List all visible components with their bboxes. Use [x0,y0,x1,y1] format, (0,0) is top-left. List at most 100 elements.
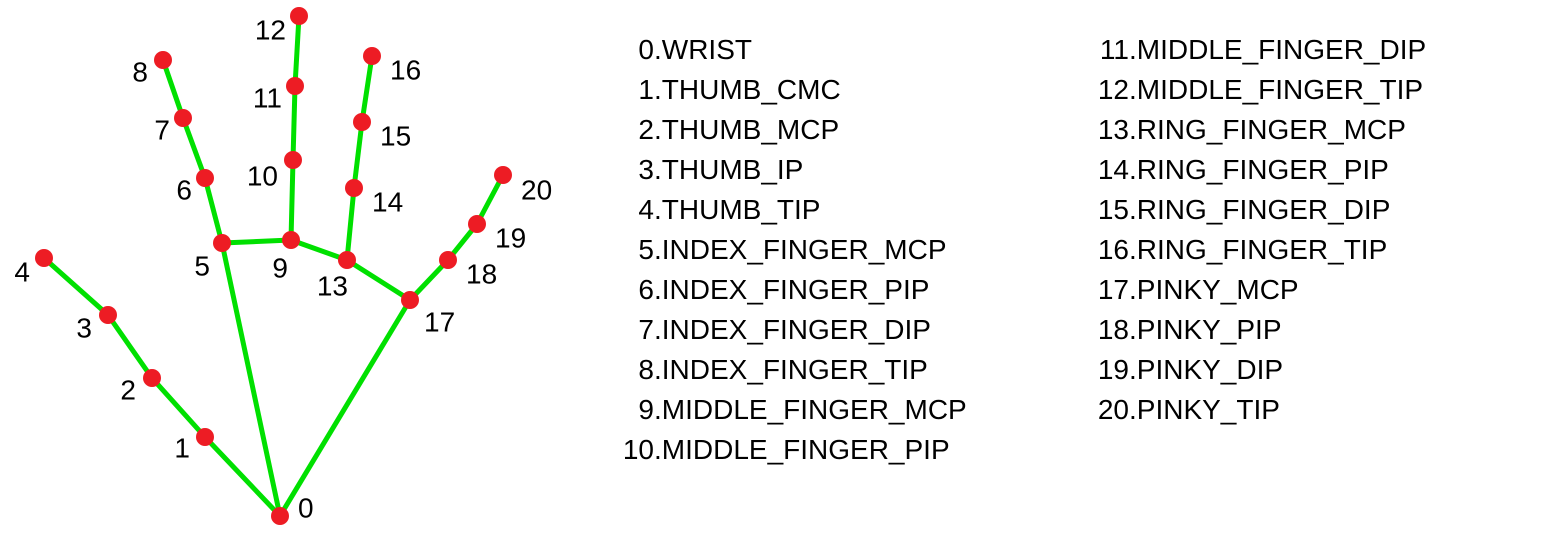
legend-item: 6. INDEX_FINGER_PIP [610,276,967,316]
legend-item-number: 17 [1085,276,1129,304]
node-label: 5 [194,250,210,281]
legend-column: 11. MIDDLE_FINGER_DIP12. MIDDLE_FINGER_T… [1085,36,1426,436]
landmark-node [338,251,356,269]
node-label: 7 [154,114,170,145]
legend-item-sep: . [1129,316,1137,344]
node-label: 20 [521,174,552,205]
node-label: 13 [317,270,348,301]
legend-item: 12. MIDDLE_FINGER_TIP [1085,76,1426,116]
legend-item: 14. RING_FINGER_PIP [1085,156,1426,196]
node-label: 16 [390,54,421,85]
legend-item-number: 12 [1085,76,1129,104]
legend-item-sep: . [654,316,662,344]
legend-item: 11. MIDDLE_FINGER_DIP [1085,36,1426,76]
node-label: 2 [120,374,136,405]
landmark-node [143,369,161,387]
legend-item: 17. PINKY_MCP [1085,276,1426,316]
landmark-node [271,507,289,525]
legend-item: 7. INDEX_FINGER_DIP [610,316,967,356]
legend-item: 8. INDEX_FINGER_TIP [610,356,967,396]
node-label: 15 [380,120,411,151]
landmark-node [196,428,214,446]
legend-item-sep: . [1129,36,1137,64]
legend-item-label: MIDDLE_FINGER_DIP [1137,36,1426,64]
node-label: 19 [495,222,526,253]
landmark-node [286,77,304,95]
node-label: 17 [424,306,455,337]
legend-item-number: 18 [1085,316,1129,344]
edge [108,315,152,378]
legend-item: 20. PINKY_TIP [1085,396,1426,436]
legend-item-number: 9 [610,396,654,424]
legend-item-number: 8 [610,356,654,384]
legend-item-label: RING_FINGER_TIP [1137,236,1387,264]
legend-item-sep: . [1129,116,1137,144]
landmark-node [196,169,214,187]
node-label: 6 [176,174,192,205]
legend-item-label: MIDDLE_FINGER_PIP [662,436,950,464]
legend-item-label: THUMB_IP [662,156,804,184]
legend-item-number: 19 [1085,356,1129,384]
edge [362,56,372,122]
legend-item-label: THUMB_TIP [662,196,821,224]
landmark-node [174,109,192,127]
edge [152,378,205,437]
legend-item-sep: . [1129,196,1137,224]
landmark-node [99,306,117,324]
legend-item-number: 14 [1085,156,1129,184]
legend-item-number: 7 [610,316,654,344]
legend-item-number: 20 [1085,396,1129,424]
edge [205,437,280,516]
edge [222,243,280,516]
legend-item-sep: . [654,276,662,304]
legend-item-number: 15 [1085,196,1129,224]
legend-item-number: 11 [1085,36,1129,64]
node-label: 0 [298,492,314,523]
legend-item: 15. RING_FINGER_DIP [1085,196,1426,236]
legend-item-label: INDEX_FINGER_PIP [662,276,930,304]
edge [347,260,410,300]
legend-item-label: THUMB_CMC [662,76,841,104]
legend-item: 4. THUMB_TIP [610,196,967,236]
legend-item-sep: . [1129,156,1137,184]
legend-item-sep: . [1129,76,1137,104]
legend-item-number: 2 [610,116,654,144]
legend-item-sep: . [654,116,662,144]
legend-item-number: 1 [610,76,654,104]
node-label: 4 [14,256,30,287]
edge [280,300,410,516]
legend-item-sep: . [1129,276,1137,304]
legend-item-label: RING_FINGER_DIP [1137,196,1391,224]
landmark-node [363,47,381,65]
legend-item: 16. RING_FINGER_TIP [1085,236,1426,276]
legend-item: 1. THUMB_CMC [610,76,967,116]
landmark-node [494,166,512,184]
legend-item: 10. MIDDLE_FINGER_PIP [610,436,967,476]
legend-item-label: PINKY_TIP [1137,396,1280,424]
node-label: 14 [372,186,403,217]
legend-item-sep: . [654,236,662,264]
legend-item-sep: . [1129,236,1137,264]
legend-item-label: THUMB_MCP [662,116,839,144]
legend-item-label: WRIST [662,36,752,64]
edge [222,240,291,243]
landmark-node [282,231,300,249]
legend-item-sep: . [654,156,662,184]
edge [347,188,354,260]
legend-item-sep: . [654,356,662,384]
legend-item-number: 13 [1085,116,1129,144]
landmark-node [468,215,486,233]
legend-item-label: MIDDLE_FINGER_TIP [1137,76,1423,104]
legend-item-sep: . [654,196,662,224]
legend-item-number: 10 [610,436,654,464]
node-label: 12 [255,14,286,45]
node-label: 1 [174,432,190,463]
landmark-node [439,251,457,269]
edge [205,178,222,243]
legend-item-label: PINKY_MCP [1137,276,1299,304]
legend-item-number: 3 [610,156,654,184]
legend-item-sep: . [654,436,662,464]
legend-column: 0. WRIST1. THUMB_CMC2. THUMB_MCP3. THUMB… [610,36,967,476]
legend-item-sep: . [654,396,662,424]
legend-item-label: INDEX_FINGER_MCP [662,236,947,264]
